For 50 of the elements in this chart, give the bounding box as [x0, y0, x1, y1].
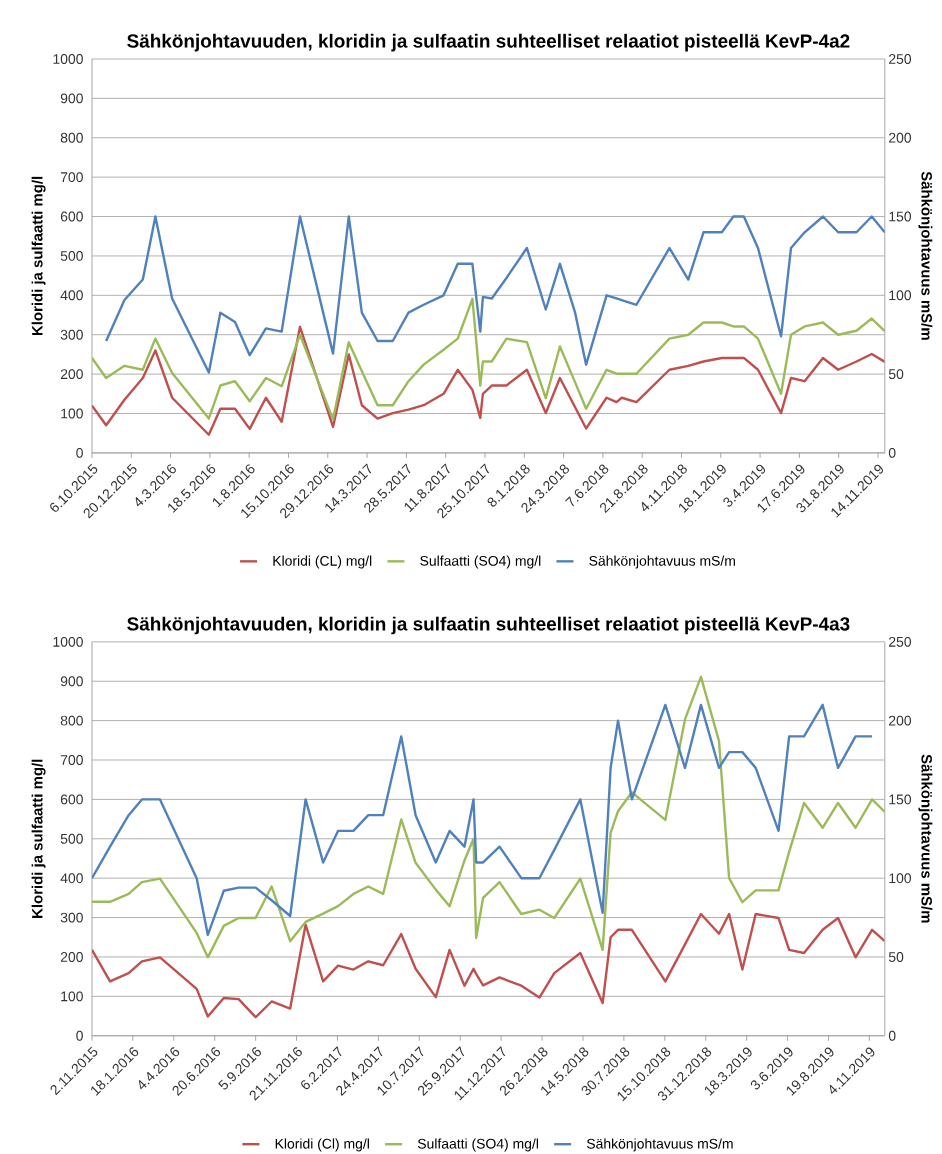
legend-label: Sähkönjohtavuus mS/m — [589, 555, 736, 569]
y-tick-label: 1000 — [53, 636, 84, 647]
chart-title: Sähkönjohtavuuden, kloridin ja sulfaatin suhteelliset relaatiot pisteellä KevP-4a2 — [127, 33, 850, 52]
y-tick-label: 200 — [61, 369, 84, 380]
y-tick-label: 300 — [60, 912, 84, 923]
legend-label: Kloridi (CL) mg/l — [273, 555, 372, 569]
y-tick-label: 800 — [60, 715, 84, 726]
y2-tick-label: 0 — [888, 447, 896, 458]
y-tick-label: 0 — [76, 1030, 84, 1041]
y2-tick-label: 250 — [889, 636, 912, 647]
y-tick-label: 1000 — [53, 54, 84, 64]
y2-tick-label: 100 — [889, 290, 912, 301]
y2-tick-label: 50 — [888, 369, 904, 380]
y-tick-label: 700 — [61, 755, 84, 765]
legend-label: Sähkönjohtavuus mS/m — [587, 1138, 733, 1152]
y2-tick-label: 50 — [888, 952, 904, 962]
line-series — [92, 703, 874, 937]
y-tick-label: 500 — [60, 833, 84, 844]
y2-tick-label: 200 — [889, 132, 912, 143]
y-tick-label: 0 — [76, 447, 84, 458]
line-series — [92, 675, 885, 959]
y-tick-label: 400 — [60, 290, 84, 301]
y-tick-label: 400 — [60, 873, 84, 884]
y-tick-label: 900 — [60, 93, 84, 104]
y-tick-label: 600 — [61, 211, 84, 222]
legend-label: Sulfaatti (SO4) mg/l — [418, 1138, 539, 1152]
y2-tick-label: 150 — [889, 794, 912, 805]
y2-axis-title: Sähkönjohtavuus mS/m — [918, 754, 933, 923]
y-axis-title: Kloridi ja sulfaatti mg/l — [31, 759, 46, 918]
y-tick-label: 100 — [61, 408, 84, 419]
y2-tick-label: 0 — [888, 1030, 896, 1041]
y2-tick-label: 150 — [889, 211, 912, 222]
y-tick-label: 600 — [61, 794, 84, 805]
y-tick-label: 300 — [60, 329, 84, 340]
y-tick-label: 500 — [60, 250, 84, 261]
legend-label: Kloridi (Cl) mg/l — [275, 1138, 370, 1152]
line-series — [92, 912, 885, 1019]
legend-label: Sulfaatti (SO4) mg/l — [420, 555, 541, 569]
y-tick-label: 100 — [61, 991, 84, 1002]
y-tick-label: 700 — [61, 172, 84, 183]
line-series — [105, 215, 885, 374]
y2-tick-label: 100 — [889, 873, 912, 884]
y-axis-title: Kloridi ja sulfaatti mg/l — [31, 176, 46, 336]
y2-tick-label: 250 — [889, 54, 912, 64]
y2-axis-title: Sähkönjohtavuus mS/m — [918, 171, 933, 340]
chart-title: Sähkönjohtavuuden, kloridin ja sulfaatin suhteelliset relaatiot pisteellä KevP-4a3 — [127, 616, 850, 635]
y-tick-label: 900 — [60, 676, 84, 687]
y2-tick-label: 200 — [889, 715, 912, 726]
y-tick-label: 200 — [61, 952, 84, 962]
y-tick-label: 800 — [60, 132, 84, 143]
